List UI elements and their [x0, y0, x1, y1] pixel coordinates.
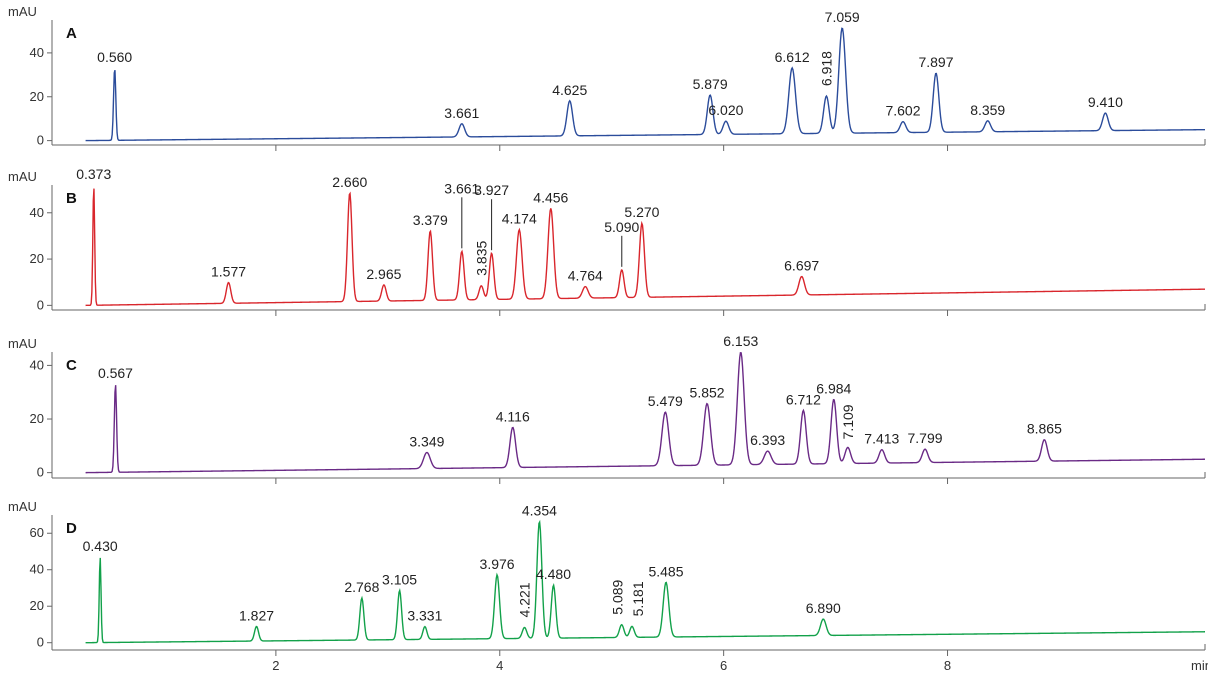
peak-label: 7.897 — [918, 54, 953, 70]
peak-label: 5.479 — [648, 393, 683, 409]
y-tick-label: 40 — [30, 562, 44, 577]
y-tick-label: 40 — [30, 45, 44, 60]
peak-label: 4.480 — [536, 566, 571, 582]
y-axis-label: mAU — [8, 499, 37, 514]
peak-label: 8.865 — [1027, 421, 1062, 437]
y-tick-label: 0 — [37, 297, 44, 312]
y-tick-label: 60 — [30, 525, 44, 540]
y-axis-label: mAU — [8, 169, 37, 184]
peak-label: 3.331 — [407, 608, 442, 624]
y-tick-label: 20 — [30, 89, 44, 104]
peak-label: 3.379 — [413, 212, 448, 228]
y-tick-label: 0 — [37, 465, 44, 480]
peak-label: 3.835 — [473, 241, 489, 276]
peak-label: 3.661 — [444, 105, 479, 121]
x-axis-label: min — [1191, 658, 1208, 673]
peak-label: 0.567 — [98, 365, 133, 381]
peak-label: 5.090 — [604, 219, 639, 235]
peak-label: 7.602 — [885, 103, 920, 119]
panel-label: D — [66, 520, 77, 537]
y-axis-label: mAU — [8, 336, 37, 351]
peak-label: 6.020 — [708, 102, 743, 118]
peak-label: 4.456 — [533, 189, 568, 205]
peak-label: 3.661 — [444, 180, 479, 196]
peak-label: 7.799 — [908, 430, 943, 446]
peak-label: 3.349 — [409, 433, 444, 449]
peak-label: 4.116 — [496, 408, 530, 424]
x-tick-label: 8 — [944, 658, 951, 673]
peak-label: 3.105 — [382, 571, 417, 587]
y-tick-label: 0 — [37, 635, 44, 650]
peak-label: 4.174 — [502, 211, 537, 227]
peak-label: 7.059 — [825, 9, 860, 25]
peak-label: 6.712 — [786, 391, 821, 407]
y-tick-label: 0 — [37, 133, 44, 148]
peak-label: 4.625 — [552, 82, 587, 98]
peak-label: 3.927 — [474, 182, 509, 198]
peak-label: 3.976 — [480, 556, 515, 572]
peak-label: 5.270 — [624, 204, 659, 220]
peak-label: 2.965 — [366, 266, 401, 282]
x-tick-label: 4 — [496, 658, 503, 673]
panel-B: 02040mAUB0.3731.5772.6602.9653.3793.6613… — [8, 166, 1206, 316]
peak-label: 5.181 — [630, 581, 646, 616]
trace-line — [85, 351, 1206, 474]
peak-label: 6.612 — [775, 49, 810, 65]
x-tick-label: 6 — [720, 658, 727, 673]
peak-label: 7.413 — [864, 431, 899, 447]
y-tick-label: 20 — [30, 598, 44, 613]
peak-label: 8.359 — [970, 102, 1005, 118]
peak-label: 4.221 — [517, 582, 533, 617]
peak-label: 6.984 — [816, 380, 851, 396]
peak-label: 0.373 — [76, 166, 111, 182]
y-tick-label: 20 — [30, 251, 44, 266]
peak-label: 6.890 — [806, 600, 841, 616]
peak-label: 5.852 — [690, 385, 725, 401]
peak-label: 6.153 — [723, 333, 758, 349]
peak-label: 5.485 — [648, 563, 683, 579]
peak-label: 5.089 — [610, 579, 626, 614]
peak-label: 2.660 — [332, 174, 367, 190]
y-tick-label: 20 — [30, 411, 44, 426]
panel-C: 0 20 40 mAU C 0.567 3.349 4.116 5.479 5.852 6.153 6… — [8, 333, 1206, 484]
peak-label: 5.879 — [693, 76, 728, 92]
y-axis-label: mAU — [8, 4, 37, 19]
trace-line — [85, 27, 1206, 142]
peak-label: 7.109 — [840, 404, 856, 439]
panel-A: 0 20 40 mAU A 0.560 3.661 4.625 5.879 6.020 6.612 6… — [8, 4, 1206, 151]
peak-label: 6.393 — [750, 432, 785, 448]
trace-line — [85, 188, 1206, 307]
x-tick-label: 2 — [272, 658, 279, 673]
peak-label: 4.764 — [568, 268, 603, 284]
trace-line — [85, 519, 1205, 644]
peak-label: 6.697 — [784, 257, 819, 273]
panel-label: A — [66, 25, 77, 42]
peak-label: 2.768 — [344, 579, 379, 595]
peak-label: 0.430 — [83, 538, 118, 554]
y-tick-label: 40 — [30, 357, 44, 372]
y-tick-label: 40 — [30, 205, 44, 220]
panel-label: C — [66, 357, 77, 374]
peak-label: 9.410 — [1088, 94, 1123, 110]
panel-label: B — [66, 190, 77, 207]
peak-label: 0.560 — [97, 49, 132, 65]
peak-label: 1.577 — [211, 263, 246, 279]
peak-label: 6.918 — [818, 51, 834, 86]
peak-label: 1.827 — [239, 607, 274, 623]
peak-label: 4.354 — [522, 503, 557, 519]
